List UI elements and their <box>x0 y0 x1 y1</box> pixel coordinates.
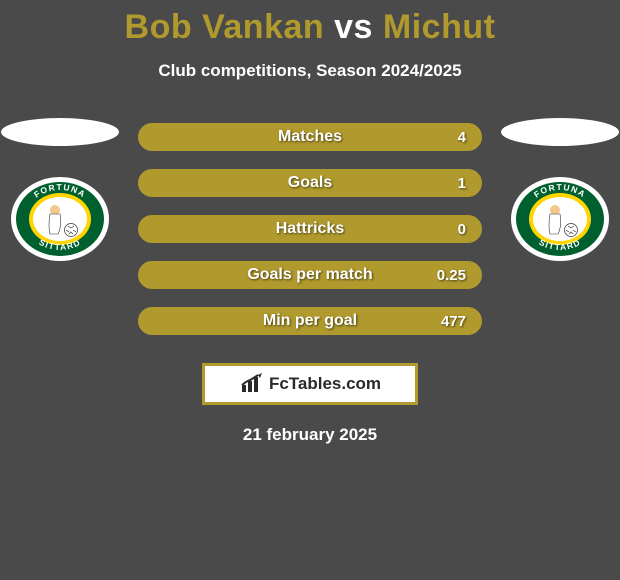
stat-label: Matches <box>278 128 342 146</box>
stat-bar: Goals 1 <box>138 169 482 197</box>
subtitle: Club competitions, Season 2024/2025 <box>0 61 620 81</box>
stat-bar: Hattricks 0 <box>138 215 482 243</box>
vs-text: vs <box>334 8 373 46</box>
page-title: Bob Vankan vs Michut <box>0 0 620 47</box>
stat-bar: Min per goal 477 <box>138 307 482 335</box>
stat-label: Hattricks <box>276 220 344 238</box>
comparison-content: FORTUNA SITTARD FO <box>0 123 620 445</box>
left-club-crest-icon: FORTUNA SITTARD <box>10 176 110 262</box>
site-badge: FcTables.com <box>202 363 418 405</box>
stat-label: Min per goal <box>263 312 357 330</box>
stat-value: 0 <box>458 221 466 238</box>
site-badge-text: FcTables.com <box>269 374 381 394</box>
stat-label: Goals <box>288 174 332 192</box>
stat-bars: Matches 4 Goals 1 Hattricks 0 Goals per match 0… <box>138 123 482 335</box>
stat-value: 4 <box>458 129 466 146</box>
player2-name: Michut <box>383 8 496 46</box>
stat-bar: Matches 4 <box>138 123 482 151</box>
stat-value: 0.25 <box>437 267 466 284</box>
stat-label: Goals per match <box>247 266 372 284</box>
right-club-crest-icon: FORTUNA SITTARD <box>510 176 610 262</box>
date-text: 21 february 2025 <box>0 425 620 445</box>
left-player-column: FORTUNA SITTARD <box>0 123 120 262</box>
stat-value: 1 <box>458 175 466 192</box>
right-player-column: FORTUNA SITTARD <box>500 123 620 262</box>
left-flag-icon <box>1 118 119 146</box>
stat-value: 477 <box>441 313 466 330</box>
player1-name: Bob Vankan <box>125 8 325 46</box>
stat-bar: Goals per match 0.25 <box>138 261 482 289</box>
right-flag-icon <box>501 118 619 146</box>
chart-icon <box>239 373 267 395</box>
